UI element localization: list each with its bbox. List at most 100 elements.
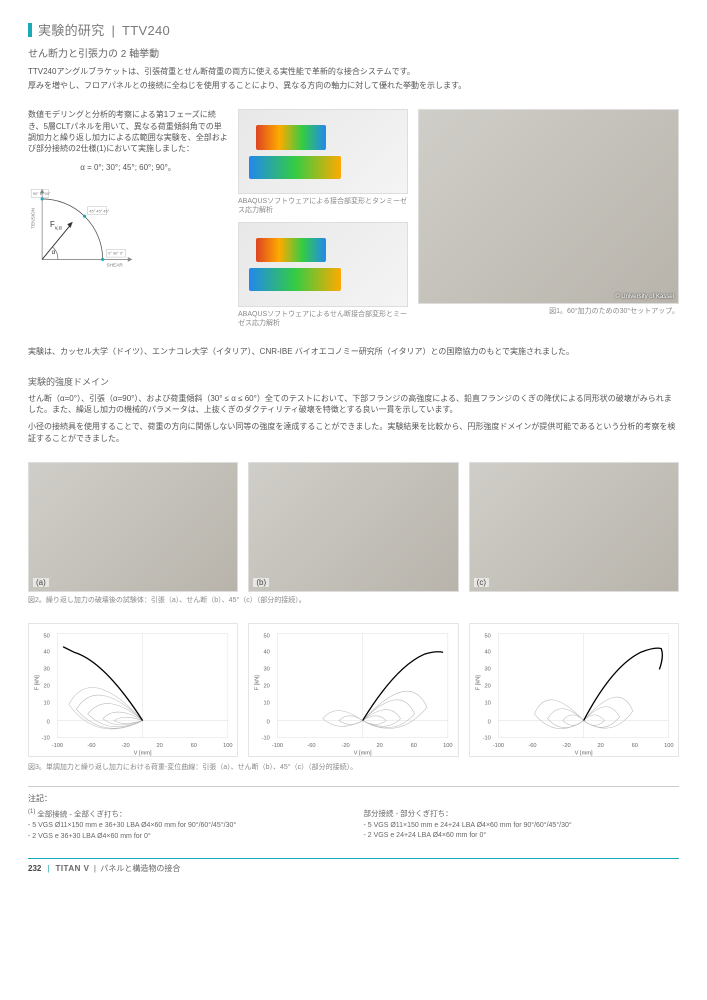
collab-paragraph: 実験は、カッセル大学（ドイツ）、エンナコレ大学（イタリア）、CNR-IBE バイ…	[28, 346, 679, 357]
chart-c: 010 2030 4050 -10 -100-60 -2020 60100 F …	[469, 623, 679, 758]
specimen-c: (c)	[469, 462, 679, 592]
specimen-label-b: (b)	[253, 578, 269, 587]
svg-text:F [kN]: F [kN]	[34, 675, 40, 691]
svg-text:10: 10	[264, 700, 270, 706]
svg-text:-60: -60	[528, 743, 536, 749]
svg-text:v,α: v,α	[55, 226, 63, 232]
notes-heading: 注記：	[28, 793, 679, 804]
page-title-bar: 実験的研究 | TTV240	[28, 20, 679, 39]
setup-caption: 図1。60°加力のための30°セットアップ。	[418, 307, 679, 316]
setup-photo: © University of Kassel	[418, 109, 679, 304]
svg-text:V [mm]: V [mm]	[354, 750, 372, 756]
svg-text:30: 30	[264, 666, 270, 672]
svg-text:0: 0	[267, 719, 270, 725]
domain-section: 実験的強度ドメイン せん断（α=0°）、引張（α=90°）、および荷重傾斜（30…	[28, 375, 679, 444]
svg-text:100: 100	[443, 743, 452, 749]
svg-text:-10: -10	[262, 735, 270, 741]
svg-text:20: 20	[44, 683, 50, 689]
tension-axis-label: TENSION	[30, 207, 35, 229]
specimen-a: (a)	[28, 462, 238, 592]
svg-text:45° 45° 45°: 45° 45° 45°	[89, 208, 109, 213]
intro-paragraph-2: 厚みを増やし、フロアパネルとの接続に全ねじを使用することにより、異なる方向の軸力…	[28, 80, 679, 91]
svg-text:0° 90° 0°: 0° 90° 0°	[108, 251, 124, 256]
svg-text:20: 20	[484, 683, 490, 689]
svg-text:40: 40	[484, 649, 490, 655]
svg-text:-100: -100	[52, 743, 63, 749]
notes-left: (1) 全部接続 - 全部くぎ打ち： - 5 VGS Ø11×150 mm e …	[28, 808, 344, 842]
svg-text:20: 20	[377, 743, 383, 749]
page-title: 実験的研究 | TTV240	[38, 20, 170, 39]
svg-text:50: 50	[264, 633, 270, 639]
svg-text:40: 40	[264, 649, 270, 655]
fem-figure-2	[238, 222, 408, 307]
notes-right-l2: - 2 VGS e 24+24 LBA Ø4×60 mm for 0°	[364, 832, 487, 839]
charts-caption: 図3。単調加力と繰り返し加力における荷重-変位曲線：引張（a）、せん断（b）、4…	[28, 763, 679, 772]
svg-text:20: 20	[597, 743, 603, 749]
notes-left-l2: - 2 VGS e 36+30 LBA Ø4×60 mm for 0°	[28, 833, 151, 840]
svg-text:0: 0	[487, 719, 490, 725]
title-category: 実験的研究	[38, 23, 105, 38]
svg-text:-100: -100	[492, 743, 503, 749]
footer-page-number: 232	[28, 864, 41, 873]
footer-desc: パネルと構造物の接合	[100, 864, 180, 873]
fem-figure-1	[238, 109, 408, 194]
domain-heading: 実験的強度ドメイン	[28, 375, 679, 388]
svg-text:30: 30	[44, 666, 50, 672]
svg-text:F [kN]: F [kN]	[255, 675, 261, 691]
svg-text:100: 100	[223, 743, 232, 749]
svg-text:-10: -10	[42, 735, 50, 741]
specimen-photo-c: (c)	[469, 462, 679, 592]
footer-divider: |	[47, 864, 49, 873]
svg-text:60: 60	[411, 743, 417, 749]
svg-text:20: 20	[157, 743, 163, 749]
svg-text:-60: -60	[87, 743, 95, 749]
svg-text:60: 60	[191, 743, 197, 749]
footer-brand: TITAN V	[55, 864, 89, 873]
svg-text:0: 0	[47, 719, 50, 725]
phase1-text-col: 数値モデリングと分析的考察による第1フェーズに続き、5層CLTパネルを用いて、異…	[28, 109, 228, 327]
fv-alpha-diagram: TENSION SHEAR F v,α α 90° 0° 90° 45° 45°…	[28, 183, 138, 273]
svg-text:F [kN]: F [kN]	[475, 675, 481, 691]
notes-sup: (1)	[28, 809, 35, 815]
intro-paragraph-1: TTV240アングルブラケットは、引張荷重とせん断荷重の両方に使える実性能で革新…	[28, 66, 679, 77]
photo-credit: © University of Kassel	[615, 294, 674, 300]
svg-text:20: 20	[264, 683, 270, 689]
specimen-photo-a: (a)	[28, 462, 238, 592]
svg-text:10: 10	[44, 700, 50, 706]
notes-right: 部分接続 - 部分くぎ打ち： - 5 VGS Ø11×150 mm e 24+2…	[364, 808, 680, 842]
svg-text:30: 30	[484, 666, 490, 672]
footer-text: TITAN V | パネルと構造物の接合	[55, 863, 180, 874]
specimen-label-c: (c)	[474, 578, 489, 587]
svg-text:-10: -10	[482, 735, 490, 741]
specimen-row: (a) (b) (c)	[28, 462, 679, 592]
specimen-photo-b: (b)	[248, 462, 458, 592]
page-footer: 232 | TITAN V | パネルと構造物の接合	[28, 858, 679, 874]
notes-left-title: 全部接続 - 全部くぎ打ち：	[37, 810, 126, 819]
svg-text:-20: -20	[121, 743, 129, 749]
specimen-b: (b)	[248, 462, 458, 592]
alpha-label: α	[52, 249, 56, 256]
svg-text:V [mm]: V [mm]	[134, 750, 152, 756]
fem-caption-1: ABAQUSソフトウェアによる接合部変形とタンミーゼス応力解析	[238, 197, 408, 215]
svg-text:40: 40	[44, 649, 50, 655]
page-subtitle: せん断力と引張力の 2 軸挙動	[28, 45, 679, 60]
phase1-paragraph: 数値モデリングと分析的考察による第1フェーズに続き、5層CLTパネルを用いて、異…	[28, 109, 228, 154]
chart-b-wrap: 010 2030 4050 -10 -100-60 -2020 60100 F …	[248, 623, 458, 760]
svg-text:100: 100	[664, 743, 673, 749]
specimen-label-a: (a)	[33, 578, 49, 587]
svg-text:60: 60	[631, 743, 637, 749]
domain-p2: 小径の接続具を使用することで、荷重の方向に関係しない同等の強度を達成することがで…	[28, 421, 679, 443]
shear-axis-label: SHEAR	[107, 263, 124, 268]
svg-text:-20: -20	[342, 743, 350, 749]
chart-a: 0 10 20 30 40 50 -10 -100 -60 -20 20 60 100 F …	[28, 623, 238, 758]
setup-col: © University of Kassel 図1。60°加力のための30°セッ…	[418, 109, 679, 327]
charts-row: 010 2030 4050 -10 -100-60 -2020 60100 F …	[28, 623, 679, 760]
chart-b: 010 2030 4050 -10 -100-60 -2020 60100 F …	[248, 623, 458, 758]
accent-mark	[28, 23, 32, 37]
svg-text:50: 50	[44, 633, 50, 639]
notes-divider	[28, 786, 679, 787]
svg-text:-100: -100	[272, 743, 283, 749]
title-separator: |	[111, 23, 115, 38]
svg-text:-20: -20	[562, 743, 570, 749]
notes-right-title: 部分接続 - 部分くぎ打ち：	[364, 809, 453, 818]
